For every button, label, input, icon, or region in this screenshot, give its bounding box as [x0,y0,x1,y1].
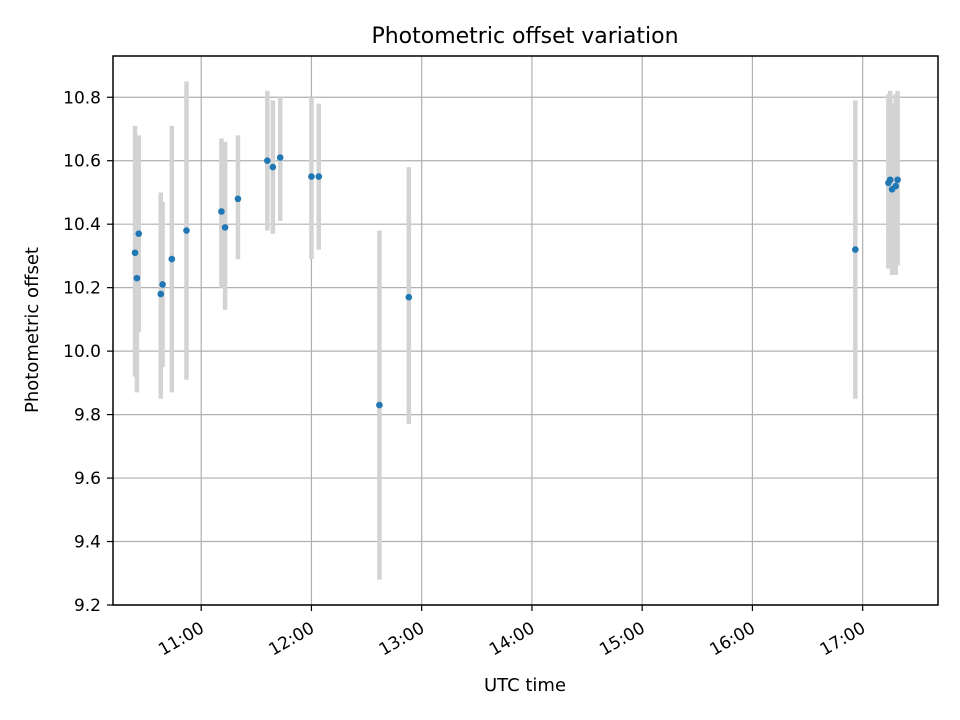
data-point [234,195,242,203]
data-point [315,173,323,180]
y-tick-label: 9.2 [74,596,101,616]
data-point [894,176,901,184]
x-tick-label: 14:00 [486,618,538,660]
x-tick-layer: 11:00 12:00 13:00 14:00 15:00 16:00 17:00 [155,605,869,660]
errorbar-layer [132,81,900,580]
y-tick-label: 9.6 [74,469,101,489]
data-point [308,173,315,180]
data-point [159,281,166,288]
data-point [218,208,225,215]
data-point [852,246,859,253]
data-point [405,293,413,301]
chart-title: Photometric offset variation [371,24,678,49]
data-point [135,230,143,238]
data-point [269,163,277,171]
y-tick-label: 10.8 [63,88,101,108]
y-tick-label: 10.6 [63,152,101,172]
y-tick-label: 10.2 [63,279,101,299]
x-tick-label: 13:00 [376,618,428,660]
plot-frame [112,55,939,606]
y-tick-label: 9.4 [74,533,101,553]
data-point [886,176,894,184]
x-axis-label: UTC time [484,675,566,696]
point-layer [131,154,901,409]
data-point [376,401,383,409]
x-tick-label: 15:00 [596,618,648,660]
data-point [133,274,141,282]
y-tick-label: 10.0 [63,342,101,362]
x-tick-label: 16:00 [706,618,758,660]
x-tick-label: 17:00 [817,618,869,660]
data-point [131,249,139,257]
data-point [221,224,229,231]
data-point [157,290,165,298]
x-tick-label: 11:00 [155,618,207,660]
data-point [168,255,176,263]
y-tick-layer: 9.2 9.4 9.6 9.8 10.0 10.2 10.4 10.6 10.8 [63,88,113,616]
grid-layer [113,56,938,606]
y-axis-label: Photometric offset [22,247,43,413]
y-tick-label: 9.8 [74,406,101,426]
data-point [276,154,284,161]
data-point [264,157,271,165]
data-point [892,182,900,190]
x-tick-label: 12:00 [266,618,318,660]
data-point [183,227,190,234]
y-tick-label: 10.4 [63,215,101,235]
